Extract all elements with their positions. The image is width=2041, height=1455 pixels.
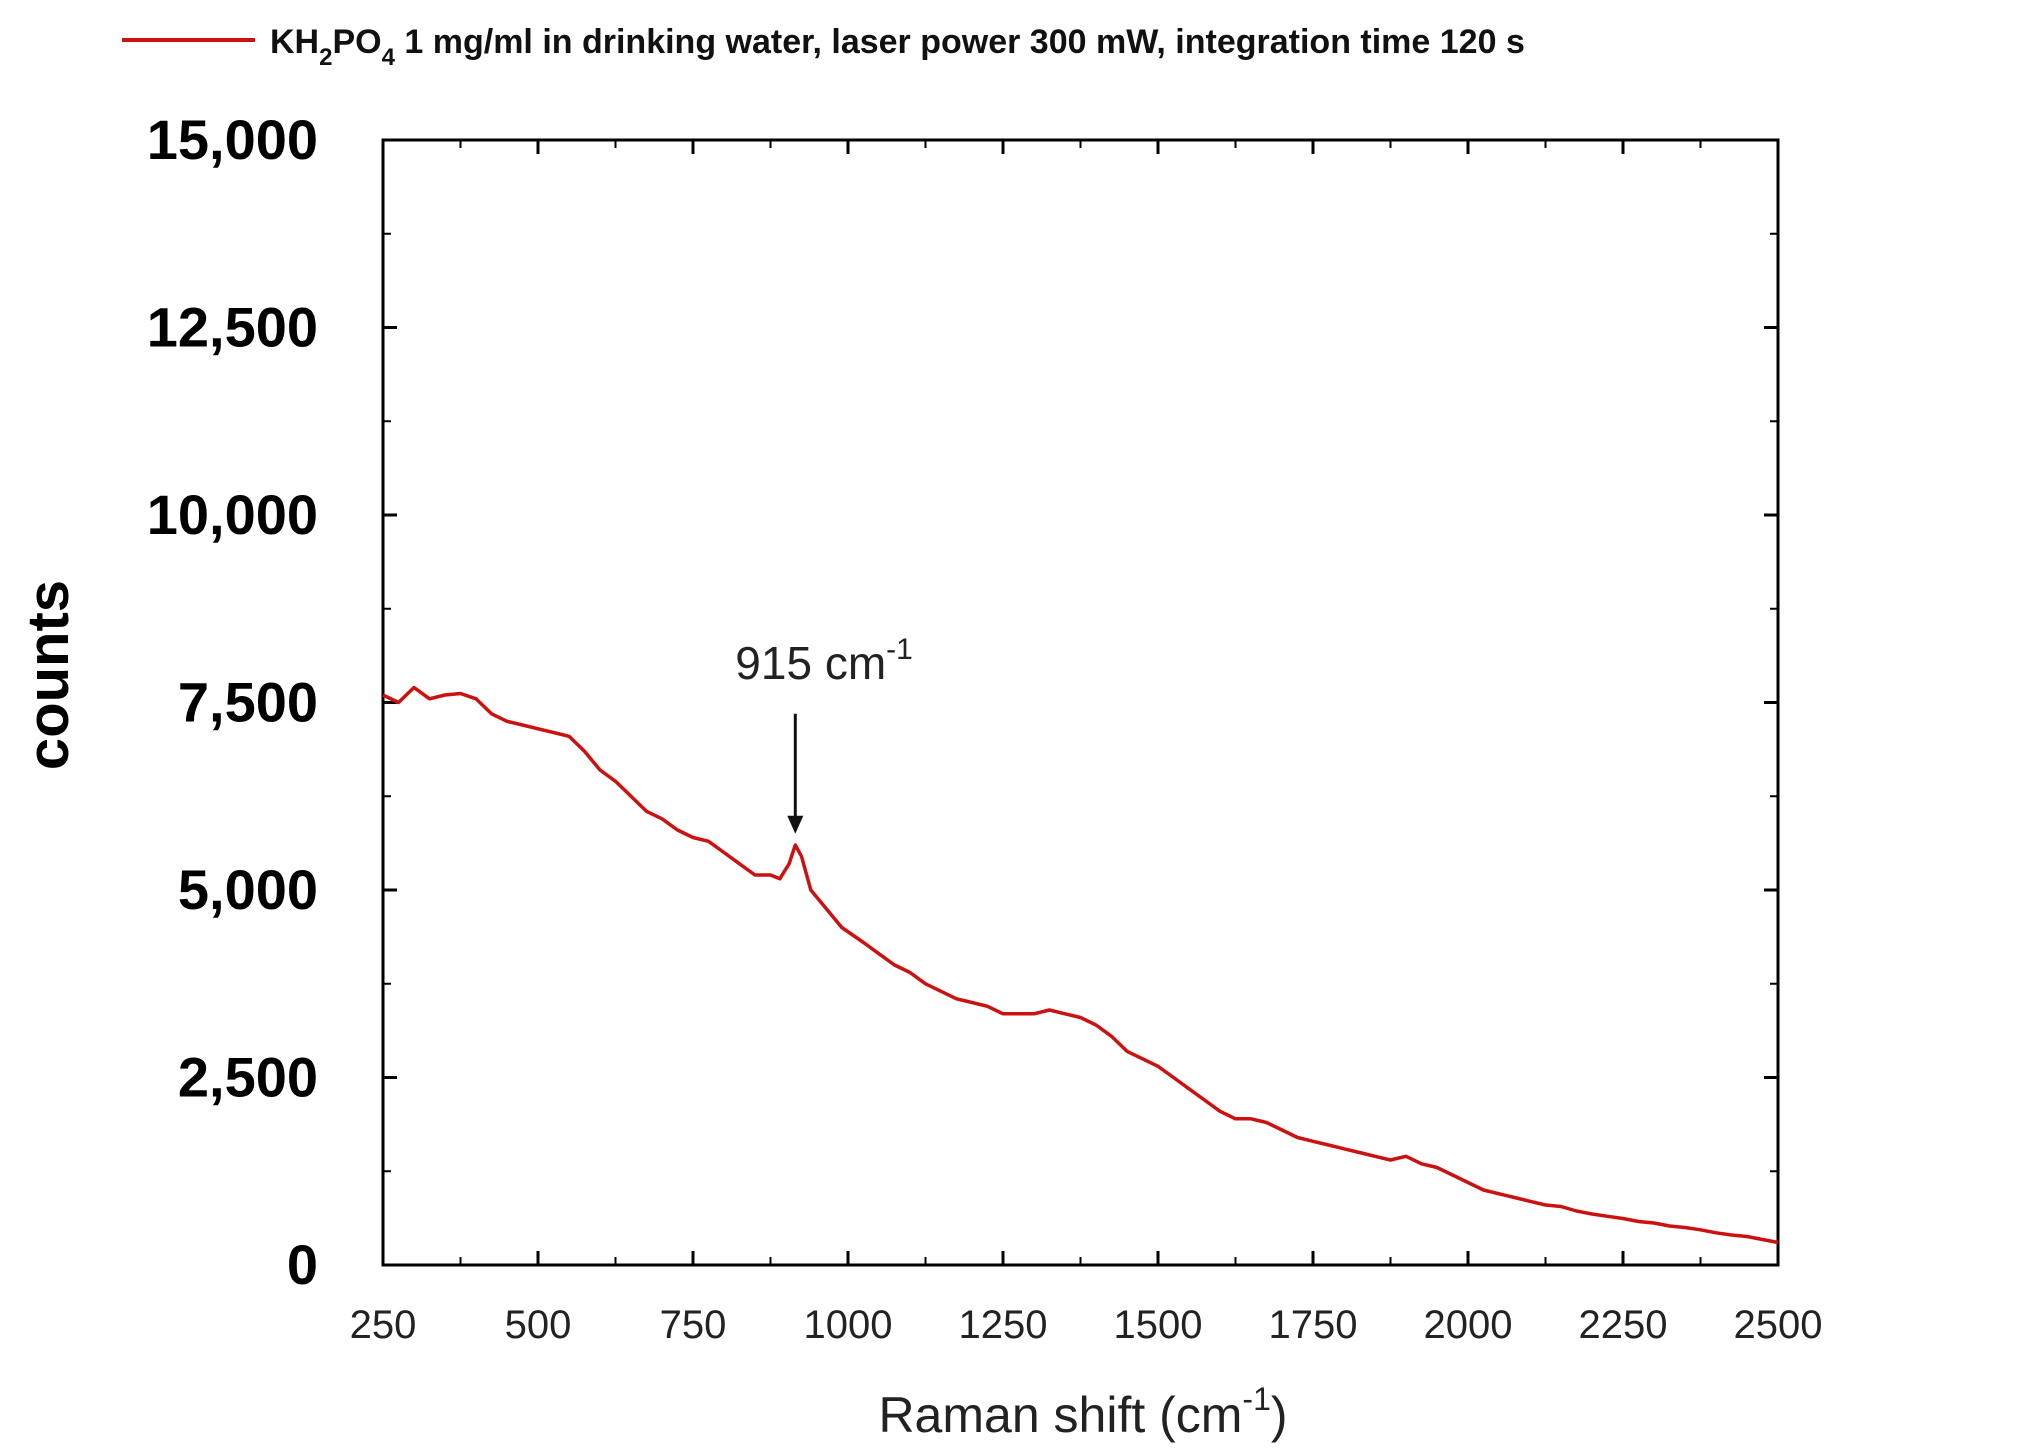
y-tick-label: 2,500 <box>178 1046 318 1109</box>
annotation-label: 915 cm-1 <box>735 633 913 689</box>
x-tick-label: 1500 <box>1114 1303 1203 1347</box>
x-axis-label: Raman shift (cm-1) <box>878 1381 1287 1443</box>
y-tick-label: 5,000 <box>178 858 318 921</box>
annotation-layer: 915 cm-1 <box>735 633 913 834</box>
y-axis-ticks: 0 2,500 5,000 7,500 10,000 12,500 15,000 <box>147 108 1778 1296</box>
y-tick-label: 15,000 <box>147 108 318 171</box>
x-tick-label: 500 <box>505 1303 572 1347</box>
x-tick-label: 750 <box>660 1303 727 1347</box>
x-tick-label: 250 <box>350 1303 417 1347</box>
y-tick-label: 0 <box>287 1233 318 1296</box>
series-layer <box>382 685 1779 1245</box>
x-tick-label: 1750 <box>1269 1303 1358 1347</box>
plot-frame <box>381 138 1780 1267</box>
annotation-arrow-head <box>787 815 804 834</box>
y-tick-label: 12,500 <box>147 296 318 359</box>
legend: KH2PO4 1 mg/ml in drinking water, laser … <box>122 23 1525 71</box>
x-tick-label: 2250 <box>1579 1303 1668 1347</box>
x-tick-label: 2500 <box>1734 1303 1823 1347</box>
y-tick-label: 7,500 <box>178 671 318 734</box>
x-axis-ticks: 250 500 750 1000 1250 1500 1750 2000 2250 2500 <box>350 140 1823 1347</box>
y-tick-label: 10,000 <box>147 483 318 546</box>
legend-label: KH2PO4 1 mg/ml in drinking water, laser … <box>270 23 1525 71</box>
y-axis-label: counts <box>16 580 81 770</box>
x-tick-label: 1250 <box>959 1303 1048 1347</box>
series-line <box>382 685 1779 1245</box>
x-tick-label: 1000 <box>804 1303 893 1347</box>
x-tick-label: 2000 <box>1424 1303 1513 1347</box>
